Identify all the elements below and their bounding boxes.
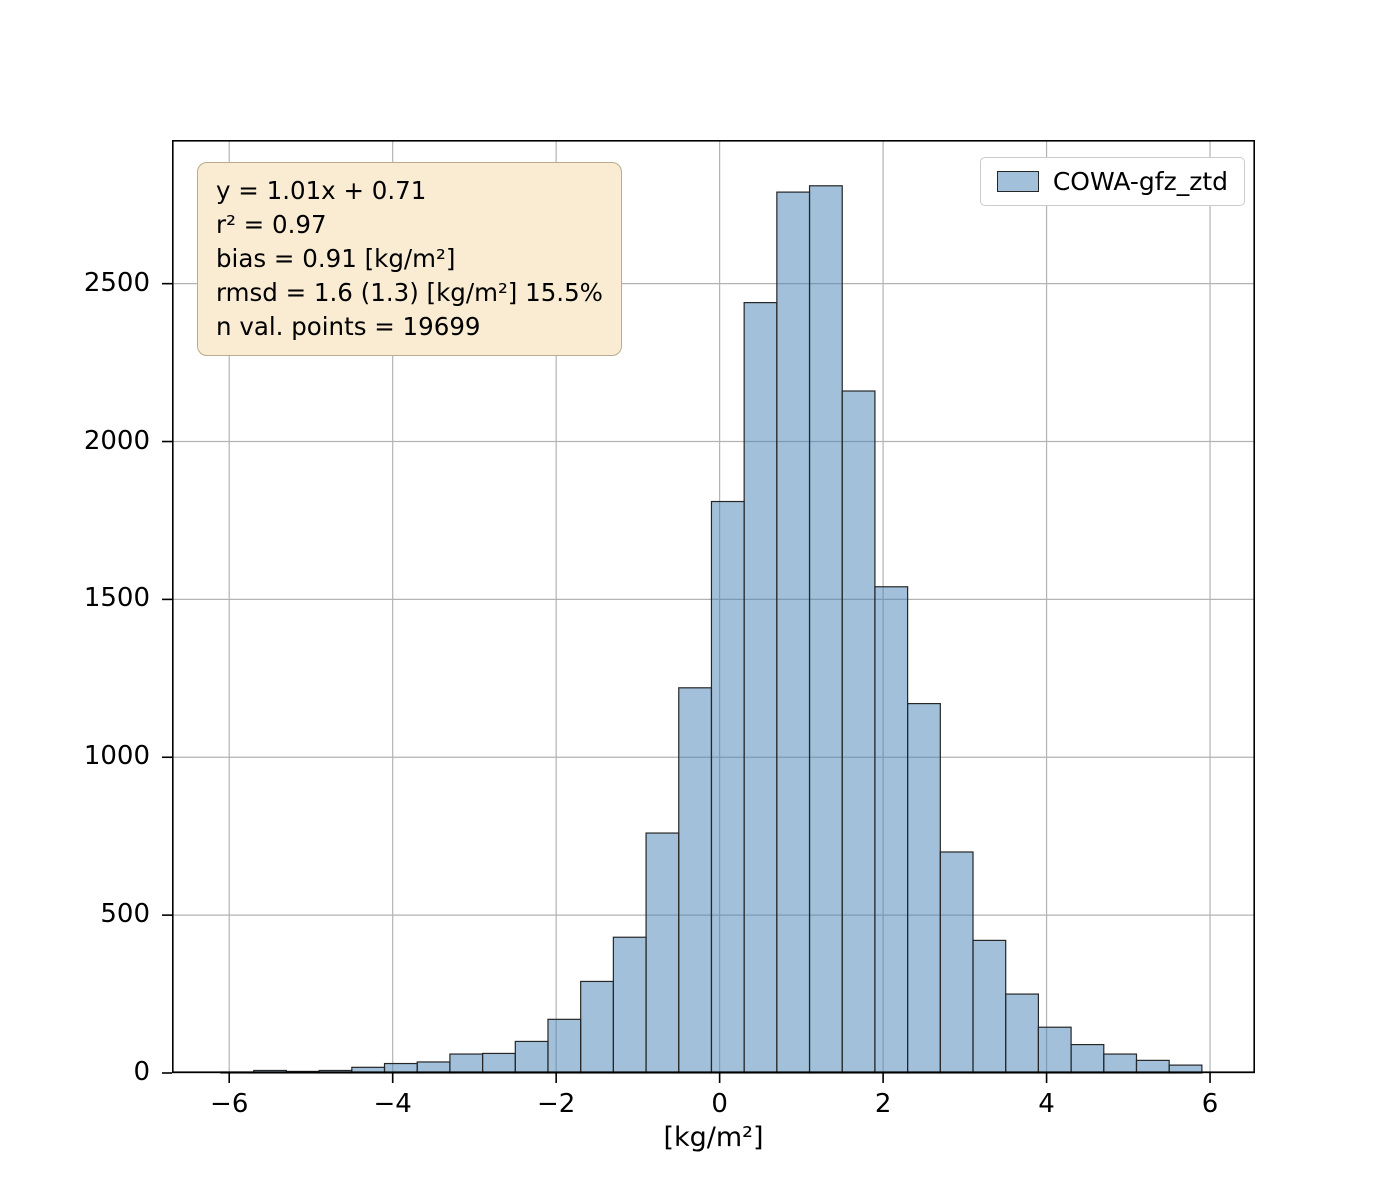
y-tick-label: 2000 <box>83 425 150 456</box>
x-tick-label: 0 <box>711 1089 728 1119</box>
hist-bar <box>580 980 614 1074</box>
hist-bar <box>1135 1059 1170 1074</box>
annotation-line-npoints: n val. points = 19699 <box>216 312 481 341</box>
x-tick-label: −4 <box>373 1089 412 1119</box>
y-tick-label: 0 <box>133 1057 150 1087</box>
y-tick-label: 500 <box>100 899 150 930</box>
x-tick-label: 4 <box>1038 1089 1055 1119</box>
hist-bar <box>874 586 909 1074</box>
hist-bar <box>907 702 941 1074</box>
x-tick-label: 6 <box>1201 1089 1219 1119</box>
annotation-line-fit: y = 1.01x + 0.71 <box>216 176 427 205</box>
annotation-line-r2: r² = 0.97 <box>216 210 327 239</box>
y-tick-label: 1000 <box>83 741 150 772</box>
hist-bar <box>1070 1043 1105 1074</box>
hist-bar <box>710 500 745 1074</box>
x-tick-label: −2 <box>536 1089 576 1119</box>
plot-area <box>162 140 1256 1083</box>
hist-bar <box>416 1061 451 1074</box>
hist-bar <box>1005 993 1040 1074</box>
annotation-line-bias: bias = 0.91 [kg/m²] <box>216 244 456 273</box>
hist-bar <box>645 832 680 1074</box>
hist-bar <box>972 939 1007 1074</box>
hist-bar <box>743 302 778 1074</box>
x-tick-label: −6 <box>210 1089 249 1119</box>
hist-bar <box>678 687 713 1074</box>
hist-bar <box>547 1018 582 1074</box>
legend-label: COWA-gfz_ztd <box>1052 167 1228 196</box>
hist-bar <box>776 191 811 1074</box>
hist-bar <box>808 185 843 1074</box>
hist-bar <box>1103 1053 1138 1074</box>
hist-bar <box>1037 1026 1072 1074</box>
legend: COWA-gfz_ztd <box>979 157 1245 206</box>
histogram-bars <box>220 185 1203 1074</box>
annotation-line-rmsd: rmsd = 1.6 (1.3) [kg/m²] 15.5% <box>216 278 603 307</box>
legend-swatch <box>996 171 1039 192</box>
hist-bar <box>939 851 974 1074</box>
hist-bar <box>841 390 876 1074</box>
hist-bar <box>514 1040 549 1074</box>
stats-annotation-box: y = 1.01x + 0.71 r² = 0.97 bias = 0.91 [… <box>197 162 622 356</box>
axes-spines <box>172 140 1256 1074</box>
hist-bar <box>449 1053 484 1074</box>
tick-marks <box>162 282 1211 1083</box>
y-tick-label: 2500 <box>83 267 150 298</box>
hist-bar <box>481 1052 516 1074</box>
x-tick-label: 2 <box>874 1089 892 1119</box>
y-tick-label: 1500 <box>83 583 150 614</box>
x-axis-label: [kg/m²] <box>663 1122 764 1153</box>
hist-bar <box>612 936 647 1074</box>
